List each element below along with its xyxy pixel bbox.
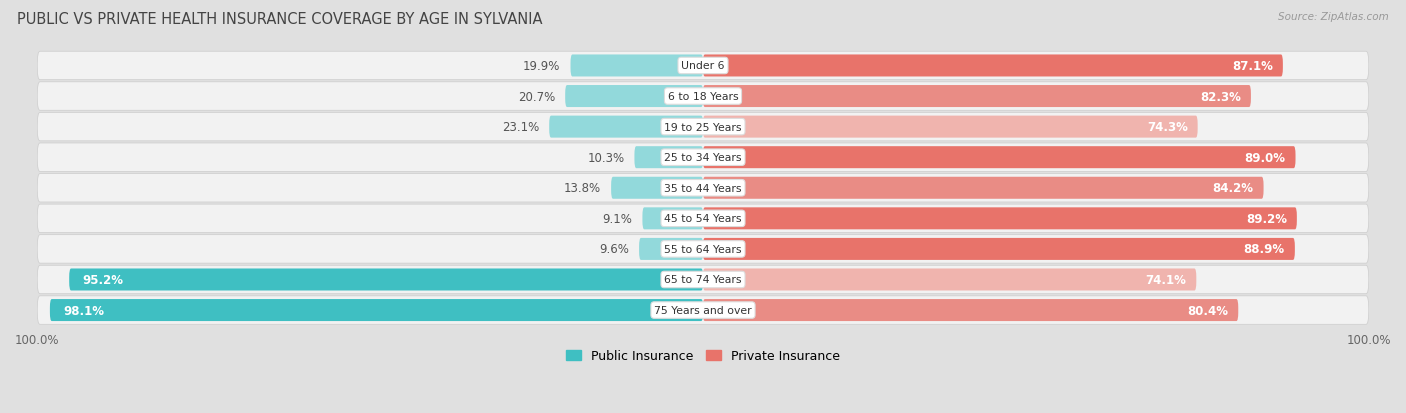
- FancyBboxPatch shape: [703, 208, 1296, 230]
- FancyBboxPatch shape: [703, 299, 1239, 321]
- FancyBboxPatch shape: [37, 144, 1369, 172]
- FancyBboxPatch shape: [703, 116, 1198, 138]
- Text: 19.9%: 19.9%: [523, 60, 561, 73]
- FancyBboxPatch shape: [571, 55, 703, 77]
- Text: 19 to 25 Years: 19 to 25 Years: [664, 122, 742, 132]
- FancyBboxPatch shape: [37, 296, 1369, 325]
- Text: 80.4%: 80.4%: [1187, 304, 1229, 317]
- FancyBboxPatch shape: [640, 238, 703, 260]
- Text: 25 to 34 Years: 25 to 34 Years: [664, 153, 742, 163]
- FancyBboxPatch shape: [37, 235, 1369, 263]
- FancyBboxPatch shape: [550, 116, 703, 138]
- FancyBboxPatch shape: [703, 238, 1295, 260]
- FancyBboxPatch shape: [703, 269, 1197, 291]
- Text: 65 to 74 Years: 65 to 74 Years: [664, 275, 742, 285]
- Text: 35 to 44 Years: 35 to 44 Years: [664, 183, 742, 193]
- FancyBboxPatch shape: [565, 86, 703, 108]
- Text: 87.1%: 87.1%: [1232, 60, 1272, 73]
- Text: 23.1%: 23.1%: [502, 121, 540, 134]
- Text: 13.8%: 13.8%: [564, 182, 602, 195]
- FancyBboxPatch shape: [612, 177, 703, 199]
- FancyBboxPatch shape: [703, 86, 1251, 108]
- Text: PUBLIC VS PRIVATE HEALTH INSURANCE COVERAGE BY AGE IN SYLVANIA: PUBLIC VS PRIVATE HEALTH INSURANCE COVER…: [17, 12, 543, 27]
- Text: 45 to 54 Years: 45 to 54 Years: [664, 214, 742, 224]
- Text: 74.3%: 74.3%: [1147, 121, 1188, 134]
- Text: 6 to 18 Years: 6 to 18 Years: [668, 92, 738, 102]
- Text: 82.3%: 82.3%: [1201, 90, 1241, 103]
- Text: 75 Years and over: 75 Years and over: [654, 305, 752, 315]
- Text: 95.2%: 95.2%: [83, 273, 124, 286]
- Text: 98.1%: 98.1%: [63, 304, 104, 317]
- Text: 9.6%: 9.6%: [599, 243, 628, 256]
- Text: 89.0%: 89.0%: [1244, 151, 1285, 164]
- FancyBboxPatch shape: [643, 208, 703, 230]
- FancyBboxPatch shape: [703, 147, 1295, 169]
- FancyBboxPatch shape: [49, 299, 703, 321]
- Text: 55 to 64 Years: 55 to 64 Years: [664, 244, 742, 254]
- FancyBboxPatch shape: [37, 113, 1369, 142]
- FancyBboxPatch shape: [37, 174, 1369, 202]
- FancyBboxPatch shape: [703, 55, 1282, 77]
- Text: 20.7%: 20.7%: [517, 90, 555, 103]
- Text: 88.9%: 88.9%: [1244, 243, 1285, 256]
- Legend: Public Insurance, Private Insurance: Public Insurance, Private Insurance: [561, 344, 845, 367]
- FancyBboxPatch shape: [634, 147, 703, 169]
- FancyBboxPatch shape: [37, 83, 1369, 111]
- FancyBboxPatch shape: [37, 204, 1369, 233]
- Text: 89.2%: 89.2%: [1246, 212, 1286, 225]
- FancyBboxPatch shape: [69, 269, 703, 291]
- Text: Source: ZipAtlas.com: Source: ZipAtlas.com: [1278, 12, 1389, 22]
- Text: 10.3%: 10.3%: [588, 151, 624, 164]
- Text: 9.1%: 9.1%: [603, 212, 633, 225]
- Text: Under 6: Under 6: [682, 61, 724, 71]
- Text: 74.1%: 74.1%: [1146, 273, 1187, 286]
- Text: 84.2%: 84.2%: [1212, 182, 1254, 195]
- FancyBboxPatch shape: [37, 266, 1369, 294]
- FancyBboxPatch shape: [703, 177, 1264, 199]
- FancyBboxPatch shape: [37, 52, 1369, 81]
